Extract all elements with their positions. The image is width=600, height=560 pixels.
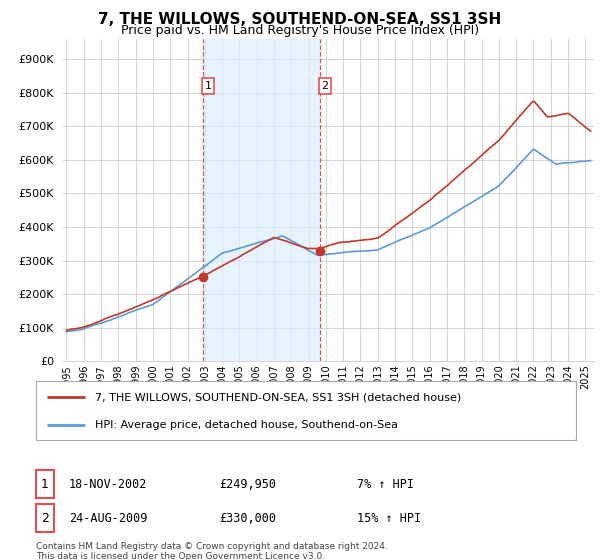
Text: Contains HM Land Registry data © Crown copyright and database right 2024.
This d: Contains HM Land Registry data © Crown c…: [36, 542, 388, 560]
Text: £330,000: £330,000: [219, 511, 276, 525]
Text: 1: 1: [41, 478, 49, 491]
Text: 2: 2: [41, 511, 49, 525]
Bar: [203, 39, 320, 361]
Text: 1: 1: [205, 81, 211, 91]
Text: 2: 2: [322, 81, 329, 91]
Text: 18-NOV-2002: 18-NOV-2002: [69, 478, 148, 491]
Text: 7% ↑ HPI: 7% ↑ HPI: [357, 478, 414, 491]
Text: Price paid vs. HM Land Registry's House Price Index (HPI): Price paid vs. HM Land Registry's House …: [121, 24, 479, 37]
Text: 7, THE WILLOWS, SOUTHEND-ON-SEA, SS1 3SH: 7, THE WILLOWS, SOUTHEND-ON-SEA, SS1 3SH: [98, 12, 502, 27]
Text: £249,950: £249,950: [219, 478, 276, 491]
Text: 24-AUG-2009: 24-AUG-2009: [69, 511, 148, 525]
Text: 15% ↑ HPI: 15% ↑ HPI: [357, 511, 421, 525]
Text: 7, THE WILLOWS, SOUTHEND-ON-SEA, SS1 3SH (detached house): 7, THE WILLOWS, SOUTHEND-ON-SEA, SS1 3SH…: [95, 392, 461, 402]
Text: HPI: Average price, detached house, Southend-on-Sea: HPI: Average price, detached house, Sout…: [95, 420, 398, 430]
